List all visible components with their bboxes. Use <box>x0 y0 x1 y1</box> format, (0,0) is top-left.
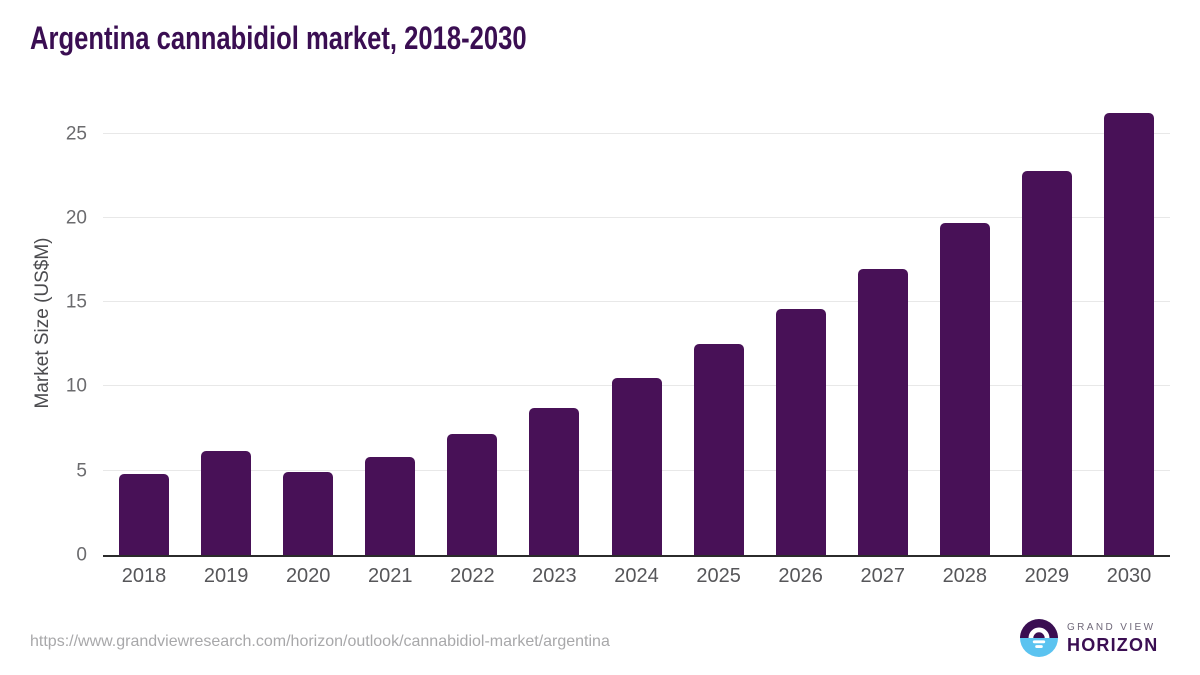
x-tick-label-2023: 2023 <box>532 565 577 587</box>
bar-2023[interactable] <box>529 408 580 555</box>
bar-2019[interactable] <box>201 450 252 555</box>
bar-slot-2024 <box>595 100 677 555</box>
x-tick-label-2028: 2028 <box>942 565 988 587</box>
y-tick-label-20: 20 <box>65 207 87 229</box>
bars-row <box>103 100 1170 555</box>
y-tick-label-15: 15 <box>65 291 87 313</box>
bar-slot-2026 <box>760 100 842 555</box>
x-axis-labels: 2018 2019 2020 2021 2022 2023 2024 2025 2026 2027… <box>103 565 1170 588</box>
bar-2027[interactable] <box>857 268 908 555</box>
gridline-15 <box>103 301 1170 303</box>
logo-line2: HORIZON <box>1067 635 1159 655</box>
y-tick-label-0: 0 <box>76 544 87 566</box>
bar-slot-2025 <box>678 100 760 555</box>
logo-line1: GRAND VIEW <box>1067 622 1156 633</box>
bar-slot-2029 <box>1006 100 1088 555</box>
bar-slot-2030 <box>1088 100 1170 555</box>
x-tick-label-2020: 2020 <box>285 565 331 587</box>
source-url: https://www.grandviewresearch.com/horizo… <box>30 633 610 650</box>
bar-slot-2022 <box>431 100 513 555</box>
x-tick-label-2018: 2018 <box>121 565 167 587</box>
logo-text: GRAND VIEW HORIZON <box>1067 622 1158 654</box>
x-tick-label-2030: 2030 <box>1106 565 1152 587</box>
bar-2018[interactable] <box>119 474 170 555</box>
bar-2021[interactable] <box>365 457 416 555</box>
bar-slot-2027 <box>842 100 924 555</box>
y-tick-label-5: 5 <box>76 460 87 482</box>
bar-slot-2028 <box>924 100 1006 555</box>
gridline-25 <box>103 132 1170 134</box>
x-tick-label-2022: 2022 <box>450 565 495 587</box>
x-tick-label-2024: 2024 <box>614 565 659 587</box>
plot-area: 2018 2019 2020 2021 2022 2023 2024 2025 2026 2027… <box>66 100 1170 587</box>
y-tick-label-25: 25 <box>65 123 87 145</box>
x-tick-label-2026: 2026 <box>778 565 823 587</box>
bar-slot-2019 <box>185 100 267 555</box>
bar-2026[interactable] <box>775 308 826 555</box>
horizon-logo-icon <box>1020 619 1058 657</box>
grandview-horizon-logo: GRAND VIEW HORIZON <box>1020 619 1158 657</box>
x-tick-label-2019: 2019 <box>203 565 249 587</box>
bar-2029[interactable] <box>1021 170 1072 555</box>
bar-2022[interactable] <box>447 433 498 555</box>
bar-2030[interactable] <box>1103 113 1154 555</box>
x-tick-label-2029: 2029 <box>1024 565 1070 587</box>
x-tick-label-2021: 2021 <box>368 565 413 587</box>
y-tick-label-10: 10 <box>65 375 87 397</box>
x-tick-label-2027: 2027 <box>860 565 905 587</box>
bar-slot-2020 <box>267 100 349 555</box>
bar-slot-2018 <box>103 100 185 555</box>
bar-2024[interactable] <box>611 378 662 555</box>
bar-2020[interactable] <box>283 472 334 555</box>
bar-slot-2023 <box>513 100 595 555</box>
x-tick-label-2025: 2025 <box>696 565 741 587</box>
bar-slot-2021 <box>349 100 431 555</box>
y-axis-title: Market Size (US$M) <box>32 237 53 409</box>
bar-2025[interactable] <box>693 344 744 555</box>
bar-2028[interactable] <box>939 223 990 555</box>
gridline-20 <box>103 216 1170 218</box>
chart-title: Argentina cannabidiol market, 2018-2030 <box>30 20 527 56</box>
